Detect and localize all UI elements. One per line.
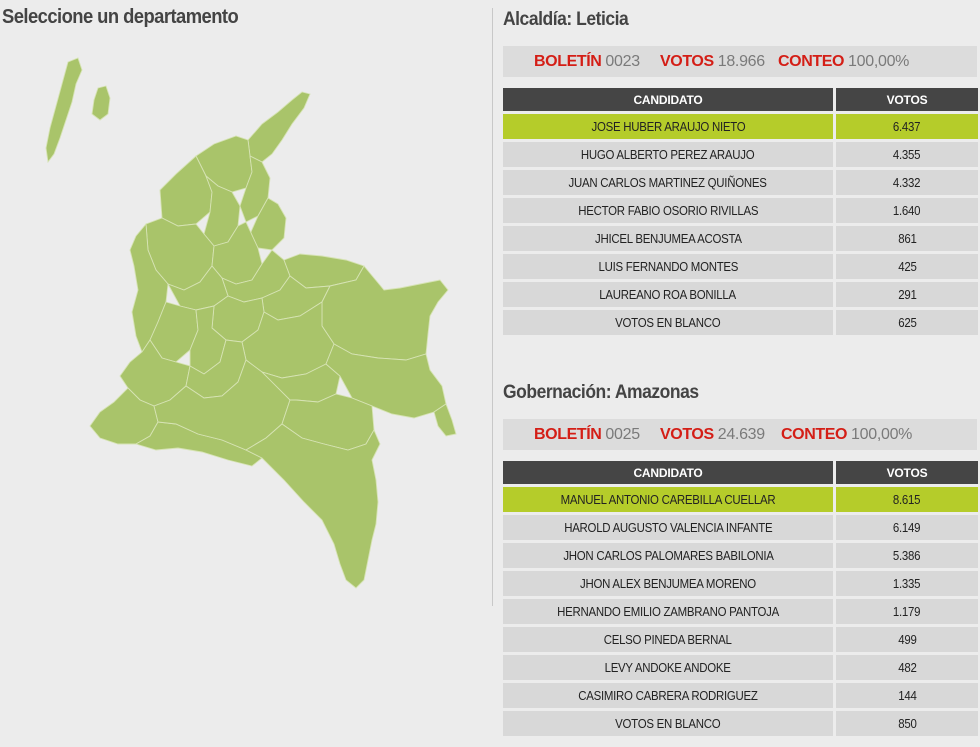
gobernacion-stats-bar: BOLETÍN 0025 VOTOS 24.639 CONTEO 100,00%: [503, 419, 977, 450]
candidate-name: LAUREANO ROA BONILLA: [599, 287, 737, 302]
table-row: HECTOR FABIO OSORIO RIVILLAS 1.640: [503, 198, 978, 223]
candidate-name: JHON CARLOS PALOMARES BABILONIA: [562, 548, 774, 563]
candidate-votes: 144: [897, 688, 917, 703]
candidate-votes: 482: [897, 660, 917, 675]
candidate-votes: 1.179: [893, 604, 921, 619]
table-row-winner: MANUEL ANTONIO CAREBILLA CUELLAR 8.615: [503, 487, 978, 512]
candidate-votes: 4.332: [893, 175, 921, 190]
votos-label: VOTOS: [660, 426, 714, 443]
map-svg[interactable]: [0, 40, 480, 620]
candidate-votes: 861: [897, 231, 917, 246]
boletin-value: 0025: [605, 426, 640, 443]
candidate-votes: 499: [897, 632, 917, 647]
table-header-row: CANDIDATO VOTOS: [503, 461, 978, 484]
candidate-votes: 625: [897, 315, 917, 330]
dept-providencia[interactable]: [91, 85, 111, 121]
dept-la-guajira[interactable]: [247, 91, 311, 163]
alcaldia-conteo: CONTEO 100,00%: [778, 46, 909, 77]
col-candidato: CANDIDATO: [503, 88, 836, 111]
candidate-name: CELSO PINEDA BERNAL: [604, 632, 732, 647]
candidate-votes: 425: [897, 259, 917, 274]
table-row: LEVY ANDOKE ANDOKE 482: [503, 655, 978, 680]
col-votos: VOTOS: [836, 461, 978, 484]
table-row: HUGO ALBERTO PEREZ ARAUJO 4.355: [503, 142, 978, 167]
candidate-name: HERNANDO EMILIO ZAMBRANO PANTOJA: [557, 604, 779, 619]
candidate-name: JOSE HUBER ARAUJO NIETO: [591, 119, 745, 134]
conteo-label: CONTEO: [778, 53, 845, 70]
candidate-votes: 8.615: [893, 492, 921, 507]
table-row: VOTOS EN BLANCO 625: [503, 310, 978, 335]
candidate-votes: 4.355: [893, 147, 921, 162]
candidate-name: CASIMIRO CABRERA RODRIGUEZ: [578, 688, 758, 703]
candidate-votes: 850: [897, 716, 917, 731]
candidate-name: HUGO ALBERTO PEREZ ARAUJO: [581, 147, 755, 162]
candidate-name: JHON ALEX BENJUMEA MORENO: [580, 576, 756, 591]
table-row: JHON CARLOS PALOMARES BABILONIA 5.386: [503, 543, 978, 568]
boletin-label: BOLETÍN: [534, 53, 602, 70]
candidate-name: MANUEL ANTONIO CAREBILLA CUELLAR: [560, 492, 776, 507]
conteo-value: 100,00%: [851, 426, 913, 443]
candidate-votes: 6.437: [893, 119, 921, 134]
table-row: JUAN CARLOS MARTINEZ QUIÑONES 4.332: [503, 170, 978, 195]
candidate-name: VOTOS EN BLANCO: [615, 315, 721, 330]
gobernacion-conteo: CONTEO 100,00%: [781, 419, 912, 450]
candidate-name: VOTOS EN BLANCO: [615, 716, 721, 731]
table-row: LAUREANO ROA BONILLA 291: [503, 282, 978, 307]
col-candidato: CANDIDATO: [503, 461, 836, 484]
votos-label: VOTOS: [660, 53, 714, 70]
alcaldia-title: Alcaldía: Leticia: [503, 9, 629, 30]
alcaldia-boletin: BOLETÍN 0023: [534, 46, 640, 77]
candidate-name: LUIS FERNANDO MONTES: [598, 259, 738, 274]
table-row: JHICEL BENJUMEA ACOSTA 861: [503, 226, 978, 251]
alcaldia-results-table: CANDIDATO VOTOS JOSE HUBER ARAUJO NIETO …: [503, 85, 978, 338]
candidate-name: JUAN CARLOS MARTINEZ QUIÑONES: [568, 175, 768, 190]
alcaldia-votos: VOTOS 18.966: [660, 46, 765, 77]
colombia-department-map[interactable]: [0, 40, 480, 620]
table-row: CELSO PINEDA BERNAL 499: [503, 627, 978, 652]
table-header-row: CANDIDATO VOTOS: [503, 88, 978, 111]
candidate-votes: 291: [897, 287, 917, 302]
table-row: JHON ALEX BENJUMEA MORENO 1.335: [503, 571, 978, 596]
candidate-name: JHICEL BENJUMEA ACOSTA: [594, 231, 742, 246]
map-panel-title: Seleccione un departamento: [2, 6, 239, 28]
table-row: VOTOS EN BLANCO 850: [503, 711, 978, 736]
candidate-votes: 5.386: [893, 548, 921, 563]
conteo-value: 100,00%: [848, 53, 910, 70]
boletin-value: 0023: [605, 53, 640, 70]
table-row-winner: JOSE HUBER ARAUJO NIETO 6.437: [503, 114, 978, 139]
dept-guainia-east-tip[interactable]: [433, 403, 457, 437]
alcaldia-stats-bar: BOLETÍN 0023 VOTOS 18.966 CONTEO 100,00%: [503, 46, 977, 77]
dept-san-andres[interactable]: [45, 57, 83, 164]
col-votos: VOTOS: [836, 88, 978, 111]
gobernacion-votos: VOTOS 24.639: [660, 419, 765, 450]
table-row: CASIMIRO CABRERA RODRIGUEZ 144: [503, 683, 978, 708]
votos-value: 24.639: [717, 426, 765, 443]
table-row: LUIS FERNANDO MONTES 425: [503, 254, 978, 279]
candidate-name: LEVY ANDOKE ANDOKE: [604, 660, 732, 675]
gobernacion-title: Gobernación: Amazonas: [503, 382, 699, 403]
table-row: HAROLD AUGUSTO VALENCIA INFANTE 6.149: [503, 515, 978, 540]
dept-amazonas[interactable]: [245, 423, 381, 589]
gobernacion-results-table: CANDIDATO VOTOS MANUEL ANTONIO CAREBILLA…: [503, 458, 978, 739]
candidate-votes: 1.335: [893, 576, 921, 591]
candidate-name: HECTOR FABIO OSORIO RIVILLAS: [578, 203, 758, 218]
table-row: HERNANDO EMILIO ZAMBRANO PANTOJA 1.179: [503, 599, 978, 624]
panel-divider: [492, 8, 493, 606]
boletin-label: BOLETÍN: [534, 426, 602, 443]
gobernacion-boletin: BOLETÍN 0025: [534, 419, 640, 450]
candidate-votes: 6.149: [893, 520, 921, 535]
conteo-label: CONTEO: [781, 426, 848, 443]
candidate-votes: 1.640: [893, 203, 921, 218]
votos-value: 18.966: [717, 53, 765, 70]
dept-cesar[interactable]: [239, 155, 271, 223]
candidate-name: HAROLD AUGUSTO VALENCIA INFANTE: [563, 520, 773, 535]
